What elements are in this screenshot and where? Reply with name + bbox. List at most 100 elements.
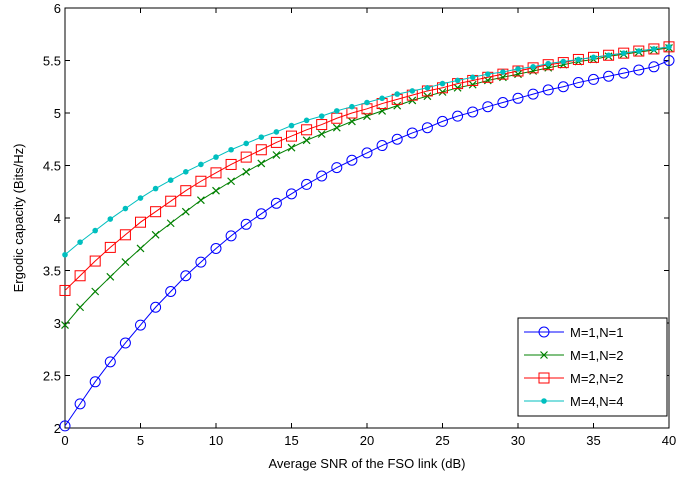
data-point [104,356,116,368]
data-point [542,84,554,96]
data-point [106,272,115,281]
data-point [119,229,131,241]
data-point [255,144,267,156]
data-point [331,162,343,174]
y-tick-label: 2.5 [43,369,61,384]
y-tick-label: 3.5 [43,264,61,279]
data-point [136,244,145,253]
data-point [151,230,160,239]
data-point [59,284,71,296]
data-point [364,99,370,106]
data-point [150,206,162,218]
x-tick-label: 0 [61,433,68,448]
y-tick-label: 5 [54,106,61,121]
data-point [183,169,189,175]
data-point [196,196,205,205]
data-point [376,140,388,152]
data-point [500,69,506,75]
data-point [167,177,174,183]
data-point [198,161,204,168]
data-point [666,44,672,50]
x-tick-label: 25 [435,433,449,448]
data-point [633,45,645,57]
data-point [572,77,584,89]
data-point [74,398,86,410]
data-point [74,270,86,282]
data-point [77,239,83,245]
legend-label: M=2,N=2 [570,371,623,386]
data-point [165,195,177,207]
data-point [301,178,313,190]
data-point [213,154,219,160]
data-point [257,159,266,168]
data-point [301,124,313,136]
data-point [454,77,461,84]
series-1 [59,55,675,432]
data-point [91,287,100,296]
data-point [76,303,85,312]
data-point [663,41,675,53]
data-point [560,58,567,65]
data-point [590,54,597,61]
data-point [618,67,630,79]
data-point [453,83,462,92]
legend-marker [540,351,548,359]
x-tick-label: 30 [511,433,525,448]
data-point [651,46,657,52]
data-point [180,185,192,197]
data-point [270,197,282,209]
data-point [92,227,98,234]
data-point [605,52,612,59]
data-point [603,70,615,82]
y-axis-label: Ergodic capacity (Bits/Hz) [11,144,26,293]
data-point [62,251,68,258]
legend-entry: M=1,N=1 [524,325,623,340]
legend-label: M=1,N=1 [570,325,623,340]
legend-entry: M=1,N=2 [524,348,623,363]
x-tick-label: 35 [586,433,600,448]
data-point [303,117,310,124]
data-point [557,81,569,93]
data-point [512,92,524,104]
x-tick-label: 40 [662,433,676,448]
data-point [633,64,645,76]
data-point [195,256,207,268]
y-tick-label: 4.5 [43,159,61,174]
data-point [545,60,551,67]
data-point [135,319,146,331]
data-point [421,122,433,134]
data-point [286,188,297,200]
y-tick-label: 3 [54,316,61,331]
data-point [195,175,207,187]
y-tick-label: 4 [54,211,61,226]
data-point [61,321,69,330]
data-point [393,101,402,110]
legend: M=1,N=1 M=1,N=2 M=2,N=2 M=4,N=4 [517,317,668,417]
data-point [227,177,236,186]
axis-ticks: 0 5 10 15 20 25 30 35 40 2 2.5 3 3.5 4 4.5 5 5.5 6 [43,1,676,448]
data-point [334,108,340,114]
data-point [575,56,582,63]
data-point [165,286,177,297]
data-point [258,134,265,140]
data-point [437,115,448,127]
data-point [572,53,584,65]
data-point [530,64,536,70]
data-point [287,143,296,152]
data-point [59,420,71,432]
data-point [406,127,418,139]
data-point [497,68,509,80]
x-tick-label: 15 [284,433,298,448]
data-point [240,218,252,230]
data-point [394,91,401,97]
data-point [349,103,355,110]
data-point [89,255,101,267]
data-point [137,195,144,201]
y-tick-label: 6 [54,1,61,16]
legend-entry: M=2,N=2 [524,371,623,386]
data-point [618,47,630,59]
x-tick-label: 5 [137,433,144,448]
legend-marker [538,372,550,384]
data-point [648,43,660,55]
data-point [242,167,251,176]
